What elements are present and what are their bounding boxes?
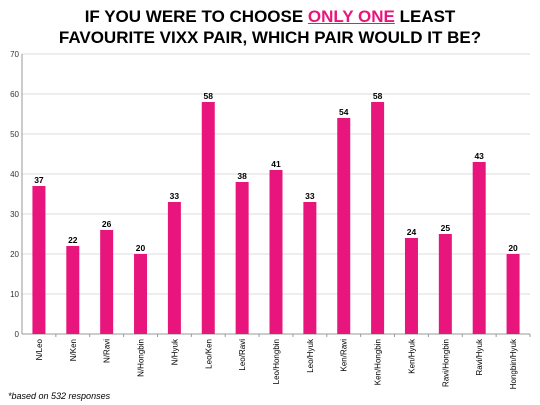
data-label: 22 — [68, 235, 78, 245]
title-highlight: ONLY ONE — [307, 7, 395, 26]
bar — [269, 170, 283, 334]
x-tick-label: Hongbin/Hyuk — [509, 338, 518, 389]
y-tick-label: 10 — [10, 290, 19, 299]
bar — [100, 230, 114, 334]
footnote: *based on 532 responses — [8, 391, 111, 401]
x-tick-label: Ken/Ravi — [340, 339, 349, 372]
y-tick-label: 60 — [10, 90, 19, 99]
x-tick-label: Leo/Ravi — [238, 339, 247, 371]
x-tick-label: Ken/Hongbin — [374, 339, 383, 385]
data-label: 37 — [34, 175, 44, 185]
x-tick-label: N/Hyuk — [170, 338, 179, 365]
chart-title: IF YOU WERE TO CHOOSE ONLY ONE LEAST FAV… — [0, 6, 540, 48]
data-label: 58 — [204, 91, 214, 101]
data-label: 43 — [474, 151, 484, 161]
bar — [506, 254, 520, 334]
title-line-1-after: LEAST — [394, 7, 456, 26]
data-label: 38 — [237, 171, 247, 181]
data-label: 20 — [136, 243, 146, 253]
data-label: 25 — [441, 223, 451, 233]
data-label: 33 — [170, 191, 180, 201]
bar — [235, 182, 249, 334]
bar — [337, 118, 351, 334]
bar — [134, 254, 148, 334]
x-tick-label: Ken/Hyuk — [407, 338, 416, 374]
bar — [438, 234, 452, 334]
x-tick-label: Ravi/Hongbin — [441, 339, 450, 387]
data-label: 26 — [102, 219, 112, 229]
x-tick-label: N/Ken — [69, 339, 78, 361]
x-tick-label: Leo/Hongbin — [272, 339, 281, 384]
bar — [303, 202, 317, 334]
bar — [167, 202, 181, 334]
title-line-1-before: IF YOU WERE TO CHOOSE — [84, 7, 308, 26]
bar — [32, 186, 46, 334]
data-label: 54 — [339, 107, 349, 117]
x-tick-label: Leo/Ken — [204, 339, 213, 369]
y-tick-label: 50 — [10, 130, 19, 139]
x-tick-label: N/Hongbin — [137, 339, 146, 377]
bar — [404, 238, 418, 334]
title-line-2: FAVOURITE VIXX PAIR, WHICH PAIR WOULD IT… — [58, 28, 482, 47]
bar — [472, 162, 486, 334]
y-tick-label: 20 — [10, 250, 19, 259]
x-tick-label: Leo/Hyuk — [306, 338, 315, 373]
data-label: 20 — [508, 243, 518, 253]
bar — [66, 246, 80, 334]
data-label: 33 — [305, 191, 315, 201]
data-label: 41 — [271, 159, 281, 169]
y-tick-label: 70 — [10, 50, 19, 59]
y-tick-label: 40 — [10, 170, 19, 179]
x-tick-label: N/Leo — [35, 338, 44, 360]
title-line-1: IF YOU WERE TO CHOOSE ONLY ONE LEAST — [0, 6, 540, 27]
data-label: 58 — [373, 91, 383, 101]
x-tick-label: N/Ravi — [103, 339, 112, 363]
y-tick-label: 0 — [15, 330, 20, 339]
bar — [201, 102, 215, 334]
data-label: 24 — [407, 227, 417, 237]
y-tick-label: 30 — [10, 210, 19, 219]
bar — [371, 102, 385, 334]
x-tick-label: Ravi/Hyuk — [475, 338, 484, 375]
